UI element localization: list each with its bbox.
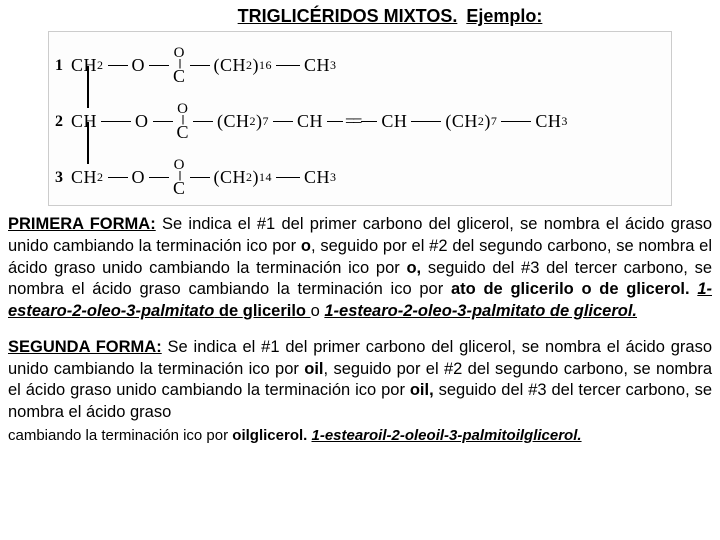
bond xyxy=(108,177,128,179)
ch-2: CH xyxy=(71,111,97,132)
bond xyxy=(501,121,531,123)
chain-1-formula: CH2 O O || C (CH2)16 CH3 xyxy=(71,46,337,85)
bond xyxy=(190,177,210,179)
primera-forma-paragraph: PRIMERA FORMA: Se indica el #1 del prime… xyxy=(8,214,712,323)
bond xyxy=(327,121,343,123)
bond xyxy=(273,121,293,123)
chain-2-formula: CH O O || C (CH2)7 CH == CH (CH2)7 xyxy=(71,102,568,141)
slide-page: TRIGLICÉRIDOS MIXTOS. Ejemplo: 1 CH2 O O… xyxy=(0,0,720,540)
bond xyxy=(276,177,300,179)
carbonyl-3: O || C xyxy=(173,158,186,197)
bond xyxy=(149,177,169,179)
oxygen-2: O xyxy=(135,111,149,132)
segunda-last-line: cambiando la terminación ico por oilglic… xyxy=(8,426,712,446)
ch2n-1: (CH xyxy=(214,55,247,76)
chain-row-3: 3 CH2 O O || C (CH2)14 CH3 xyxy=(49,158,671,197)
segunda-name: 1-estearoil-2-oleoil-3-palmitoilglicerol… xyxy=(311,427,581,444)
carbon-number-1: 1 xyxy=(49,57,71,75)
bond xyxy=(276,65,300,67)
structure-diagram: 1 CH2 O O || C (CH2)16 CH3 2 CH xyxy=(48,31,672,206)
oxygen-1: O xyxy=(132,55,146,76)
title-part1: TRIGLICÉRIDOS MIXTOS. xyxy=(238,6,458,26)
carbon-number-3: 3 xyxy=(49,169,71,187)
bond xyxy=(101,121,131,123)
bond xyxy=(153,121,173,123)
ch3-1: CH xyxy=(304,55,330,76)
chain-row-1: 1 CH2 O O || C (CH2)16 CH3 xyxy=(49,46,671,85)
primera-name-2: 1-estearo-2-oleo-3-palmitato de glicerol… xyxy=(324,302,637,320)
bond xyxy=(108,65,128,67)
carbon-number-2: 2 xyxy=(49,113,71,131)
bond xyxy=(149,65,169,67)
title-part2: Ejemplo: xyxy=(466,6,542,26)
carbonyl-1: O || C xyxy=(173,46,186,85)
segunda-forma-paragraph: SEGUNDA FORMA: Se indica el #1 del prime… xyxy=(8,337,712,424)
sub-1a: 2 xyxy=(97,58,104,73)
slide-title: TRIGLICÉRIDOS MIXTOS. Ejemplo: xyxy=(68,4,712,31)
bond xyxy=(190,65,210,67)
carbonyl-2: O || C xyxy=(177,102,190,141)
primera-lead: PRIMERA FORMA: xyxy=(8,215,156,233)
chain-3-formula: CH2 O O || C (CH2)14 CH3 xyxy=(71,158,337,197)
bond xyxy=(193,121,213,123)
segunda-lead: SEGUNDA FORMA: xyxy=(8,338,162,356)
bond xyxy=(411,121,441,123)
ch2-1: CH xyxy=(71,55,97,76)
bond xyxy=(361,121,377,123)
chain-row-2: 2 CH O O || C (CH2)7 CH == CH xyxy=(49,102,671,141)
